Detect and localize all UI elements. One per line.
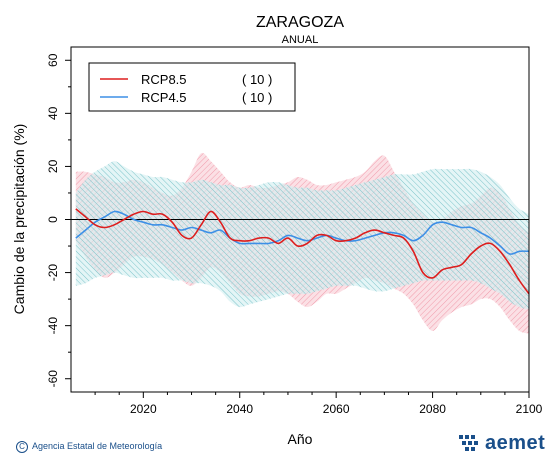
- agency-credit: C Agencia Estatal de Meteorología: [16, 441, 162, 453]
- x-axis-label: Año: [288, 431, 313, 447]
- x-tick-label: 2040: [226, 402, 253, 416]
- chart-title: ZARAGOZA: [256, 14, 344, 31]
- y-tick-label: -40: [46, 317, 60, 335]
- x-axis: 2020 2040 2060 2080 2100: [94, 392, 543, 416]
- x-tick-label: 2060: [323, 402, 350, 416]
- legend-box: [88, 62, 296, 112]
- rcp85-line: [75, 208, 529, 295]
- legend-count-rcp45: ( 10 ): [242, 90, 272, 105]
- y-tick-label: -60: [46, 370, 60, 388]
- rcp45-line: [75, 210, 529, 255]
- legend: RCP8.5 ( 10 ) RCP4.5 ( 10 ): [88, 62, 296, 112]
- legend-label-rcp45: RCP4.5: [141, 90, 187, 105]
- legend-count-rcp85: ( 10 ): [242, 72, 272, 87]
- x-tick-label: 2100: [516, 402, 543, 416]
- x-tick-label: 2020: [130, 402, 157, 416]
- x-tick-label: 2080: [419, 402, 446, 416]
- y-tick-label: 0: [46, 216, 60, 223]
- aemet-logo-text: aemet: [485, 431, 546, 454]
- y-tick-label: 20: [46, 159, 60, 173]
- y-axis-label: Cambio de la precipitación (%): [11, 124, 27, 315]
- aemet-logo: aemet: [458, 430, 545, 456]
- y-axis: -60 -40 -20 0 20 40 60: [46, 53, 71, 387]
- chart-subtitle: ANUAL: [282, 34, 319, 46]
- y-tick-label: -20: [46, 264, 60, 282]
- rcp45-range-band: [75, 161, 529, 310]
- agency-credit-text: Agencia Estatal de Meteorología: [32, 441, 163, 451]
- legend-label-rcp85: RCP8.5: [141, 72, 187, 87]
- y-tick-label: 40: [46, 106, 60, 120]
- copyright-icon: C: [16, 441, 28, 453]
- y-tick-label: 60: [46, 53, 60, 67]
- aemet-logo-icon: [459, 435, 478, 451]
